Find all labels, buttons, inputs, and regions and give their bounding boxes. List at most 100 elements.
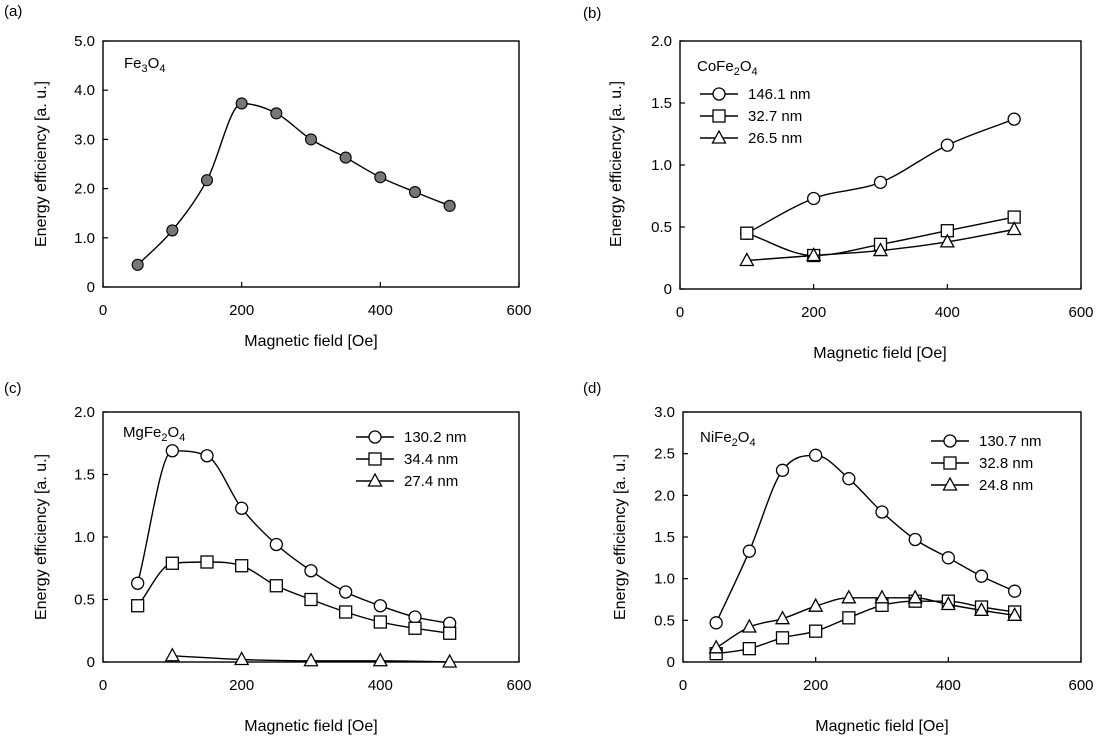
legend-label: 130.7 nm bbox=[979, 433, 1042, 450]
legend-label: 24.8 nm bbox=[979, 477, 1033, 494]
data-point bbox=[742, 544, 756, 558]
legend-label: 146.1 nm bbox=[748, 86, 811, 103]
data-point bbox=[1008, 584, 1022, 598]
x-tick-label: 0 bbox=[679, 677, 687, 694]
y-tick-label: 0 bbox=[87, 654, 95, 671]
data-point bbox=[709, 616, 723, 630]
y-tick-label: 2.0 bbox=[651, 33, 672, 50]
y-tick-label: 4.0 bbox=[74, 82, 95, 99]
panel-d: (d) 0 200 400 600 0 0.5 1.0 1.5 2.0 2.5 3.0 130.7 n… bbox=[583, 380, 1094, 735]
plot-area-c: 0 200 400 600 0 0.5 1.0 1.5 2.0 130.2 nm 34.4 nm 27… bbox=[74, 404, 531, 694]
data-point bbox=[166, 224, 179, 237]
legend-label: 130.2 nm bbox=[404, 429, 467, 446]
series-line bbox=[715, 597, 1015, 649]
x-tick-label: 0 bbox=[99, 677, 107, 694]
data-point bbox=[708, 639, 724, 654]
series-line bbox=[137, 561, 450, 634]
y-tick-label: 1.0 bbox=[654, 571, 675, 588]
data-point bbox=[165, 444, 179, 458]
data-point bbox=[873, 175, 888, 190]
legend-label: 26.5 nm bbox=[748, 130, 802, 147]
chart-title-c: MgFe2O4 bbox=[123, 424, 185, 444]
data-point bbox=[973, 601, 990, 616]
data-point bbox=[200, 449, 214, 463]
data-point bbox=[742, 642, 756, 656]
y-tick-label: 5.0 bbox=[74, 33, 95, 50]
data-point bbox=[235, 559, 249, 573]
y-axis-label-b: Energy efficiency [a. u.] bbox=[608, 81, 625, 247]
panel-label-d: (d) bbox=[583, 380, 601, 397]
x-tick-label: 600 bbox=[506, 677, 531, 694]
data-point bbox=[974, 569, 989, 583]
x-tick-label: 200 bbox=[803, 677, 828, 694]
panel-label-c: (c) bbox=[4, 380, 22, 397]
data-point bbox=[1006, 221, 1022, 236]
panel-c: (c) 0 200 400 600 0 0.5 1.0 1.5 2.0 130.2 nm 34.4 … bbox=[4, 380, 532, 735]
data-point bbox=[775, 463, 790, 477]
data-point bbox=[842, 472, 856, 486]
legend-label: 32.7 nm bbox=[748, 108, 802, 125]
data-point bbox=[269, 537, 283, 552]
x-tick-label: 600 bbox=[1068, 677, 1093, 694]
series-line bbox=[715, 454, 1015, 624]
data-point bbox=[164, 647, 180, 662]
y-tick-label: 1.5 bbox=[651, 95, 672, 112]
x-tick-label: 200 bbox=[801, 304, 826, 321]
y-axis-label-c: Energy efficiency [a. u.] bbox=[33, 454, 50, 620]
y-tick-label: 1.5 bbox=[654, 529, 675, 546]
legend-marker bbox=[367, 472, 383, 487]
legend-marker bbox=[712, 87, 726, 101]
data-point bbox=[806, 247, 822, 262]
x-tick-label: 600 bbox=[1068, 304, 1093, 321]
panel-b: (b) 0 200 400 600 0 0.5 1.0 1.5 2.0 146.1 nm 32.7 … bbox=[583, 5, 1094, 362]
data-point bbox=[739, 252, 755, 267]
x-tick-label: 600 bbox=[506, 302, 531, 319]
data-point bbox=[304, 564, 318, 578]
data-point bbox=[442, 653, 458, 668]
y-tick-label: 2.0 bbox=[74, 404, 95, 421]
data-point bbox=[165, 556, 179, 570]
y-tick-label: 0 bbox=[664, 281, 672, 298]
y-tick-label: 1.0 bbox=[74, 230, 95, 247]
x-tick-label: 0 bbox=[99, 302, 107, 319]
legend-label: 34.4 nm bbox=[404, 451, 458, 468]
legend-marker bbox=[943, 434, 957, 448]
x-tick-label: 400 bbox=[368, 677, 393, 694]
x-tick-label: 400 bbox=[935, 304, 960, 321]
panel-label-b: (b) bbox=[583, 5, 601, 22]
panel-label-a: (a) bbox=[4, 3, 22, 20]
data-point bbox=[235, 501, 249, 515]
y-tick-label: 1.0 bbox=[74, 529, 95, 546]
y-tick-label: 1.0 bbox=[651, 157, 672, 174]
y-tick-label: 3.0 bbox=[654, 404, 675, 421]
series-line bbox=[137, 102, 450, 266]
data-point bbox=[841, 589, 857, 604]
legend-label: 32.8 nm bbox=[979, 455, 1033, 472]
legend-marker bbox=[368, 452, 382, 466]
data-point bbox=[303, 652, 319, 667]
plot-frame-c bbox=[102, 411, 520, 663]
x-tick-label: 200 bbox=[229, 302, 254, 319]
data-point bbox=[740, 226, 754, 240]
data-point bbox=[270, 107, 283, 120]
plot-area-d: 0 200 400 600 0 0.5 1.0 1.5 2.0 2.5 3.0 130.7 nm 32.… bbox=[654, 404, 1093, 694]
y-tick-label: 2.0 bbox=[74, 181, 95, 198]
data-point bbox=[809, 448, 823, 462]
x-axis-label-c: Magnetic field [Oe] bbox=[244, 718, 377, 735]
data-point bbox=[809, 624, 823, 638]
data-point bbox=[1007, 606, 1023, 621]
legend-marker bbox=[942, 476, 958, 491]
data-point bbox=[842, 611, 856, 625]
y-tick-label: 0 bbox=[87, 279, 95, 296]
data-point bbox=[443, 199, 456, 212]
data-point bbox=[304, 133, 318, 146]
data-point bbox=[874, 589, 890, 604]
y-tick-label: 2.0 bbox=[654, 487, 675, 504]
data-point bbox=[131, 258, 144, 271]
x-tick-label: 400 bbox=[936, 677, 961, 694]
y-tick-label: 0.5 bbox=[651, 219, 672, 236]
y-tick-label: 2.5 bbox=[654, 446, 675, 463]
data-point bbox=[741, 618, 757, 633]
data-point bbox=[940, 596, 956, 611]
legend-marker bbox=[712, 109, 726, 123]
